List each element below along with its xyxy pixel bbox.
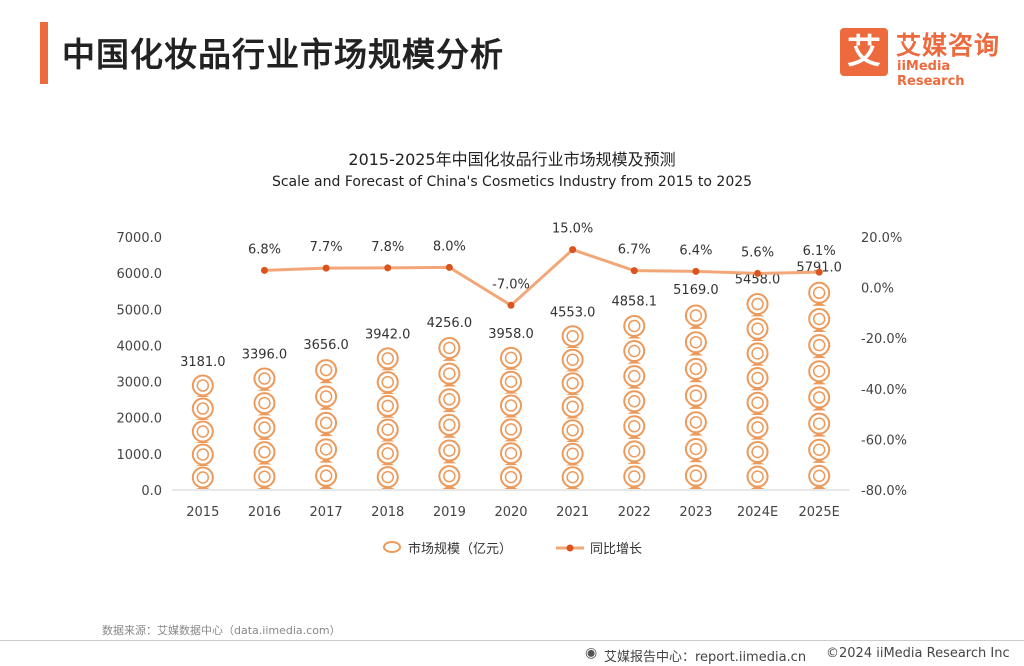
- legend-bar-swatch: [383, 541, 401, 553]
- y-left-tick-label: 4000.0: [117, 339, 163, 354]
- y-left-tick-label: 5000.0: [117, 303, 163, 318]
- bar: [684, 304, 707, 489]
- bar-value-label: 4858.1: [612, 294, 658, 309]
- y-right-tick-label: 0.0%: [861, 282, 894, 297]
- growth-point: [445, 263, 453, 271]
- growth-value-label: 7.8%: [371, 240, 404, 255]
- y-right-tick-label: 20.0%: [861, 231, 902, 246]
- legend-line-marker: [566, 544, 574, 552]
- globe-icon: ◉: [585, 645, 598, 661]
- bar-value-label: 3181.0: [180, 355, 226, 370]
- x-tick-label: 2018: [371, 505, 404, 520]
- y-left-tick-label: 1000.0: [117, 448, 163, 463]
- title-accent-bar: [40, 22, 48, 84]
- growth-point: [815, 268, 823, 276]
- bar-value-label: 4553.0: [550, 305, 596, 320]
- growth-point: [754, 269, 762, 277]
- growth-value-label: 6.4%: [679, 243, 712, 258]
- x-tick-label: 2021: [556, 505, 589, 520]
- bar-value-label: 3656.0: [303, 338, 349, 353]
- data-source: 数据来源：艾媒数据中心（data.iimedia.com）: [102, 624, 341, 637]
- y-left-tick-label: 3000.0: [117, 376, 163, 391]
- bar: [376, 347, 399, 489]
- x-tick-label: 2020: [494, 505, 527, 520]
- y-left-tick-label: 6000.0: [117, 267, 163, 282]
- legend-label-growth: 同比增长: [590, 542, 642, 557]
- growth-value-label: 15.0%: [552, 222, 593, 237]
- logo-name-cn: 艾媒咨询: [896, 31, 1001, 60]
- y-left-tick-label: 7000.0: [117, 231, 163, 246]
- y-right-tick-label: -20.0%: [861, 332, 907, 347]
- footer-divider: [0, 640, 1024, 641]
- x-tick-label: 2015: [186, 505, 219, 520]
- bar-value-label: 5169.0: [673, 283, 719, 298]
- y-right-tick-label: -40.0%: [861, 383, 907, 398]
- growth-value-label: 5.6%: [741, 245, 774, 260]
- bar: [191, 374, 214, 489]
- growth-point: [322, 264, 330, 272]
- bar: [623, 314, 646, 489]
- growth-point: [692, 267, 700, 275]
- legend-label-market-size: 市场规模（亿元）: [408, 541, 512, 557]
- report-center-link[interactable]: 艾媒报告中心：report.iimedia.cn: [604, 650, 807, 665]
- growth-point: [569, 246, 577, 254]
- growth-value-label: 6.1%: [803, 244, 836, 259]
- y-left-tick-label: 2000.0: [117, 412, 163, 427]
- growth-value-label: 8.0%: [433, 239, 466, 254]
- bar: [808, 281, 831, 489]
- growth-point: [384, 264, 392, 272]
- bar: [438, 336, 461, 489]
- growth-value-label: 6.7%: [618, 243, 651, 258]
- x-tick-label: 2017: [310, 505, 343, 520]
- growth-point: [260, 266, 268, 274]
- growth-value-label: -7.0%: [492, 277, 530, 292]
- x-tick-label: 2023: [679, 505, 712, 520]
- x-tick-label: 2019: [433, 505, 466, 520]
- growth-point: [630, 267, 638, 275]
- growth-point: [507, 301, 515, 309]
- bar: [746, 293, 769, 489]
- chart-title: 2015-2025年中国化妆品行业市场规模及预测: [348, 150, 676, 169]
- x-tick-label: 2025E: [799, 505, 840, 520]
- bar-value-label: 3396.0: [242, 347, 288, 362]
- copyright: ©2024 iiMedia Research Inc: [826, 646, 1010, 661]
- y-left-tick-label: 0.0: [141, 484, 162, 499]
- growth-value-label: 6.8%: [248, 242, 281, 257]
- brand-logo: 艾 艾媒咨询 iiMedia Research: [840, 28, 1012, 89]
- bar-value-label: 3942.0: [365, 328, 411, 343]
- x-tick-label: 2024E: [737, 505, 778, 520]
- y-right-tick-label: -60.0%: [861, 433, 907, 448]
- bar-value-label: 4256.0: [427, 316, 473, 331]
- bar-value-label: 5458.0: [735, 273, 781, 288]
- bar-value-label: 3958.0: [488, 327, 534, 342]
- logo-name-en: iiMedia Research: [897, 59, 965, 89]
- page-title: 中国化妆品行业市场规模分析: [62, 35, 504, 74]
- growth-line: [264, 247, 820, 308]
- bar: [561, 325, 584, 489]
- bar: [500, 346, 522, 489]
- growth-value-label: 7.7%: [310, 240, 343, 255]
- logo-mark: 艾: [840, 28, 888, 76]
- bar: [253, 367, 276, 489]
- chart-subtitle: Scale and Forecast of China's Cosmetics …: [271, 174, 753, 190]
- y-right-tick-label: -80.0%: [861, 484, 907, 499]
- x-tick-label: 2016: [248, 505, 281, 520]
- x-tick-label: 2022: [618, 505, 651, 520]
- bar: [315, 359, 338, 489]
